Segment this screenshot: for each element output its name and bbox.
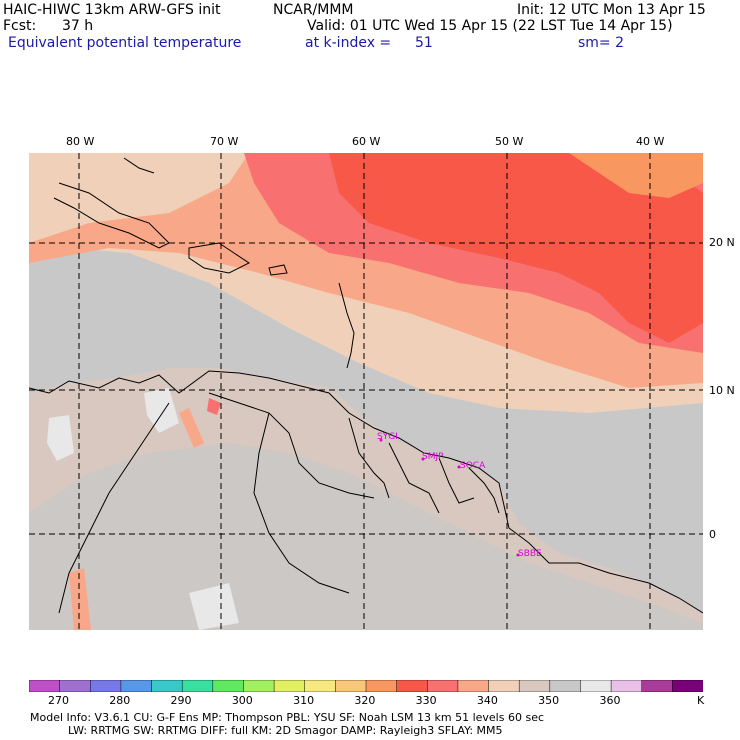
colorbar-swatch: [120, 680, 153, 692]
colorbar-swatch: [427, 680, 459, 692]
colorbar-label: 330: [415, 694, 437, 707]
city-sygi: SYGI: [377, 432, 398, 442]
forecast-hour: 37 h: [62, 18, 94, 34]
colorbar-swatch: [518, 680, 551, 692]
theta-e-band-320: [569, 153, 703, 198]
colorbar-swatch: [457, 680, 490, 692]
colorbar-label: 300: [231, 694, 253, 707]
andes-warm-3: [69, 568, 91, 630]
colorbar-label: 360: [599, 694, 621, 707]
colorbar-label: 270: [48, 694, 69, 707]
model-title: HAIC-HIWC 13km ARW-GFS init: [3, 2, 221, 18]
cool-patch-1: [47, 415, 74, 461]
colorbar-swatch: [672, 680, 703, 692]
colorbar-swatch: [29, 680, 61, 692]
land-interior: [29, 443, 703, 630]
forecast-label: Fcst:: [3, 18, 37, 34]
colorbar-label: 310: [293, 694, 315, 707]
theta-e-map: [29, 153, 703, 630]
colorbar-swatch: [641, 680, 674, 692]
colorbar-swatch: [90, 680, 122, 692]
coastlines: [29, 157, 703, 614]
colorbar: [29, 680, 703, 692]
colorbar-swatch: [243, 680, 275, 692]
cool-patch-2: [144, 388, 179, 433]
field-name: Equivalent potential temperature: [8, 35, 242, 51]
lon-label-40w: 40 W: [636, 135, 665, 148]
colorbar-swatch: [181, 680, 214, 692]
lat-label-0: 0: [709, 528, 716, 541]
andes-warm-1: [179, 408, 204, 448]
org-label: NCAR/MMM: [273, 2, 354, 18]
colorbar-swatch: [396, 680, 429, 692]
colorbar-swatch: [365, 680, 398, 692]
lon-label-50w: 50 W: [495, 135, 524, 148]
lat-label-10n: 10 N: [709, 384, 735, 397]
city-markers: [379, 438, 520, 557]
lon-label-80w: 80 W: [66, 135, 95, 148]
graticule: [29, 153, 703, 630]
colorbar-swatch: [549, 680, 582, 692]
colorbar-swatch: [580, 680, 612, 692]
lon-label-60w: 60 W: [352, 135, 381, 148]
colorbar-swatch: [610, 680, 643, 692]
colorbar-swatch: [212, 680, 245, 692]
smoothing-label: sm= 2: [578, 35, 625, 51]
colorbar-label: 320: [354, 694, 376, 707]
city-smjp: SMJP: [422, 452, 444, 462]
colorbar-swatch: [151, 680, 183, 692]
andes-warm-2: [207, 398, 221, 415]
colorbar-label: 280: [109, 694, 131, 707]
cool-patch-3: [189, 583, 239, 630]
level-value: 51: [415, 35, 433, 51]
footer-line-1: Model Info: V3.6.1 CU: G-F Ens MP: Thomp…: [30, 711, 545, 724]
init-time: Init: 12 UTC Mon 13 Apr 15: [517, 2, 706, 18]
colorbar-label: K: [697, 694, 705, 707]
theta-e-band-325: [329, 153, 703, 343]
colorbar-swatch: [59, 680, 92, 692]
lat-label-20n: 20 N: [709, 236, 735, 249]
city-soca: SOCA: [460, 461, 486, 471]
colorbar-swatch: [335, 680, 367, 692]
lon-label-70w: 70 W: [210, 135, 239, 148]
colorbar-swatch: [488, 680, 520, 692]
footer-line-2: LW: RRTMG SW: RRTMG DIFF: full KM: 2D Sm…: [68, 724, 503, 737]
colorbar-swatch: [304, 680, 337, 692]
valid-time: Valid: 01 UTC Wed 15 Apr 15 (22 LST Tue …: [307, 18, 673, 34]
colorbar-label: 290: [170, 694, 192, 707]
city-sbbe: SBBE: [518, 549, 542, 559]
colorbar-label: 340: [476, 694, 498, 707]
colorbar-swatch: [273, 680, 306, 692]
colorbar-label: 350: [538, 694, 560, 707]
level-label: at k-index =: [305, 35, 392, 51]
